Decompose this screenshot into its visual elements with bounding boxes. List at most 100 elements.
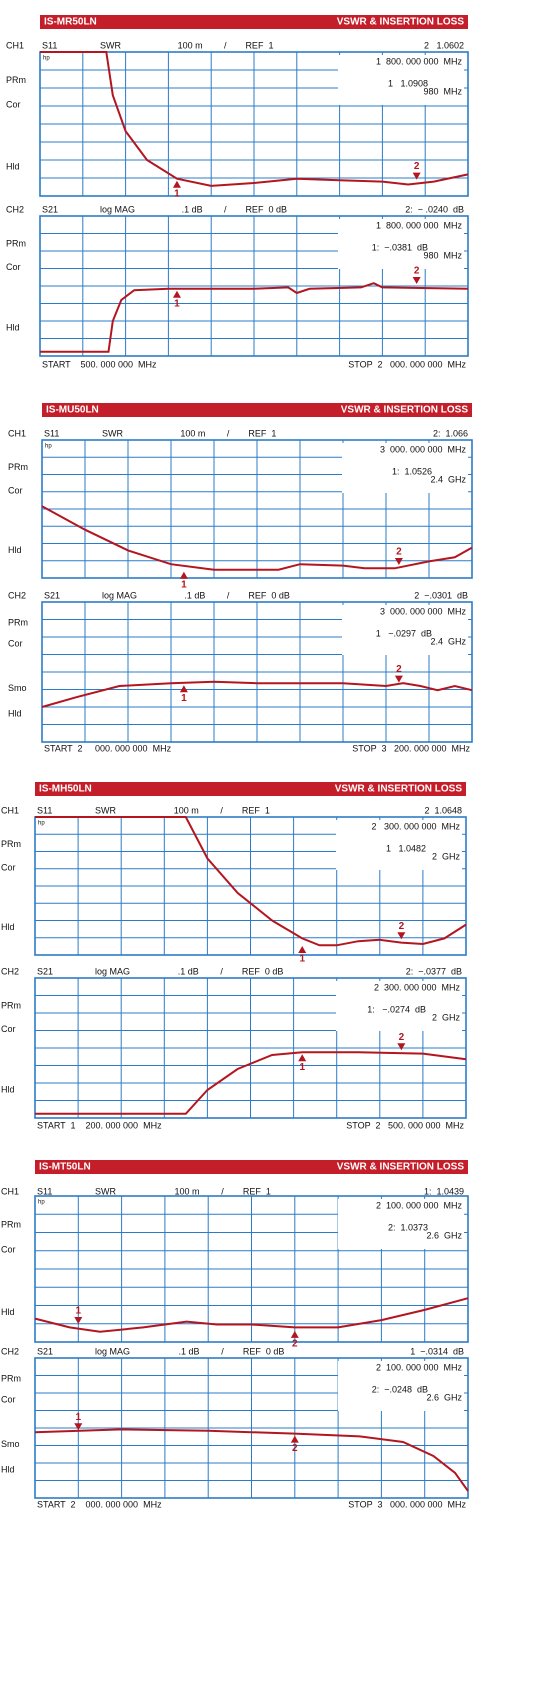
readout: 2: − .0240 dB <box>405 204 464 214</box>
side-label: Cor <box>1 862 16 872</box>
stop-label: STOP 2 500. 000 000 MHz <box>346 1120 464 1130</box>
grid-frame <box>39 51 469 197</box>
side-label: Hld <box>8 708 22 718</box>
readout-bg <box>338 1361 464 1411</box>
side-label: PRm <box>1 1000 21 1010</box>
marker-value: 1: −.0381 dB <box>372 242 428 252</box>
marker-arrow <box>172 180 181 188</box>
channel-label: CH1 <box>1 1186 19 1196</box>
readout: 2 −.0301 dB <box>414 590 468 600</box>
marker-value: 1 −.0297 dB <box>376 628 432 638</box>
marker-arrow <box>172 290 181 298</box>
title-bar <box>35 782 466 796</box>
marker-label: 1 <box>174 188 180 199</box>
marker-arrow <box>179 571 188 579</box>
ref: REF 0 dB <box>248 590 290 600</box>
marker-value: 2: −.0248 dB <box>372 1384 428 1394</box>
side-label: Hld <box>6 162 20 172</box>
marker-value: 1: −.0274 dB <box>367 1004 426 1014</box>
side-label: PRm <box>1 1373 21 1383</box>
scale: 100 m <box>178 40 203 50</box>
trace <box>41 680 473 708</box>
grid-frame <box>34 977 467 1119</box>
side-label: Hld <box>1 1084 15 1094</box>
marker-arrow <box>74 1316 83 1324</box>
marker-label: 2 <box>399 921 405 932</box>
scale: .1 dB <box>182 204 203 214</box>
marker-arrow <box>298 945 307 953</box>
marker-arrow <box>298 1054 307 1062</box>
side-label: Hld <box>6 322 20 332</box>
marker-label: 2 <box>414 266 420 277</box>
marker-label: 1 <box>76 1412 82 1423</box>
slash: / <box>221 1186 224 1196</box>
stop-label: STOP 3 200. 000 000 MHz <box>352 743 470 753</box>
trace <box>40 282 469 353</box>
side-label: PRm <box>8 462 28 472</box>
side-label: Hld <box>1 1464 15 1474</box>
start-label: START 500. 000 000 MHz <box>42 359 157 369</box>
side-label: Cor <box>1 1024 16 1034</box>
trace <box>41 505 473 571</box>
format: log MAG <box>95 966 130 976</box>
readout-bg <box>336 820 462 870</box>
marker-arrow <box>394 557 403 565</box>
channel-label: CH2 <box>8 590 26 600</box>
trace <box>34 1428 469 1492</box>
marker-arrow <box>412 172 421 180</box>
title-bar <box>35 1160 468 1174</box>
param: S11 <box>37 1186 52 1196</box>
corner-mark: hp <box>43 56 50 62</box>
readout: 2: −.0377 dB <box>406 966 462 976</box>
marker-freq: 1 800. 000 000 MHz <box>376 220 463 230</box>
side-label: Cor <box>8 485 23 495</box>
scale: .1 dB <box>178 966 199 976</box>
marker-arrow <box>74 1423 83 1431</box>
start-label: START 1 200. 000 000 MHz <box>37 1120 162 1130</box>
panel-subtitle: VSWR & INSERTION LOSS <box>337 17 465 28</box>
readout: 1: 1.0439 <box>424 1186 464 1196</box>
grid-frame <box>34 1357 469 1499</box>
grid-frame <box>34 816 467 956</box>
stop-label: STOP 2 000. 000 000 MHz <box>348 359 466 369</box>
channel-label: CH1 <box>6 40 24 50</box>
readout-bg <box>336 981 462 1031</box>
trace <box>34 1297 469 1333</box>
readout-bg <box>338 55 464 105</box>
readout-bg <box>342 605 468 655</box>
marker-label: 2 <box>396 547 402 558</box>
marker-value: 2: 1.0373 <box>388 1222 428 1232</box>
channel-label: CH2 <box>1 1346 19 1356</box>
ref: REF 1 <box>243 1186 271 1196</box>
marker-freq: 3 000. 000 000 MHz <box>380 606 467 616</box>
marker-label: 1 <box>181 693 187 704</box>
format: log MAG <box>100 204 135 214</box>
grid-frame <box>41 439 473 579</box>
channel-label: CH2 <box>1 966 19 976</box>
marker-value-freq: 2.6 GHz <box>426 1392 462 1402</box>
trace <box>35 816 467 947</box>
marker-value: 1 1.0482 <box>386 843 426 853</box>
panel-subtitle: VSWR & INSERTION LOSS <box>337 1162 465 1173</box>
channel-label: CH1 <box>1 805 19 815</box>
scale: 100 m <box>180 428 205 438</box>
param: S11 <box>44 428 59 438</box>
title-bar <box>40 15 468 29</box>
trace <box>40 51 469 187</box>
slash: / <box>220 805 223 815</box>
marker-arrow <box>397 1043 406 1051</box>
marker-freq: 2 100. 000 000 MHz <box>376 1362 463 1372</box>
marker-label: 2 <box>414 161 420 172</box>
slash: / <box>227 428 230 438</box>
side-label: Smo <box>1 1439 20 1449</box>
grid-frame <box>34 1195 469 1343</box>
slash: / <box>224 204 227 214</box>
side-label: Cor <box>1 1244 16 1254</box>
start-label: START 2 000. 000 000 MHz <box>44 743 172 753</box>
marker-freq: 3 000. 000 000 MHz <box>380 444 467 454</box>
panel-title: IS-MH50LN <box>39 784 92 795</box>
side-label: Hld <box>1 922 15 932</box>
marker-value: 1: 1.0526 <box>392 466 432 476</box>
ref: REF 1 <box>242 805 270 815</box>
